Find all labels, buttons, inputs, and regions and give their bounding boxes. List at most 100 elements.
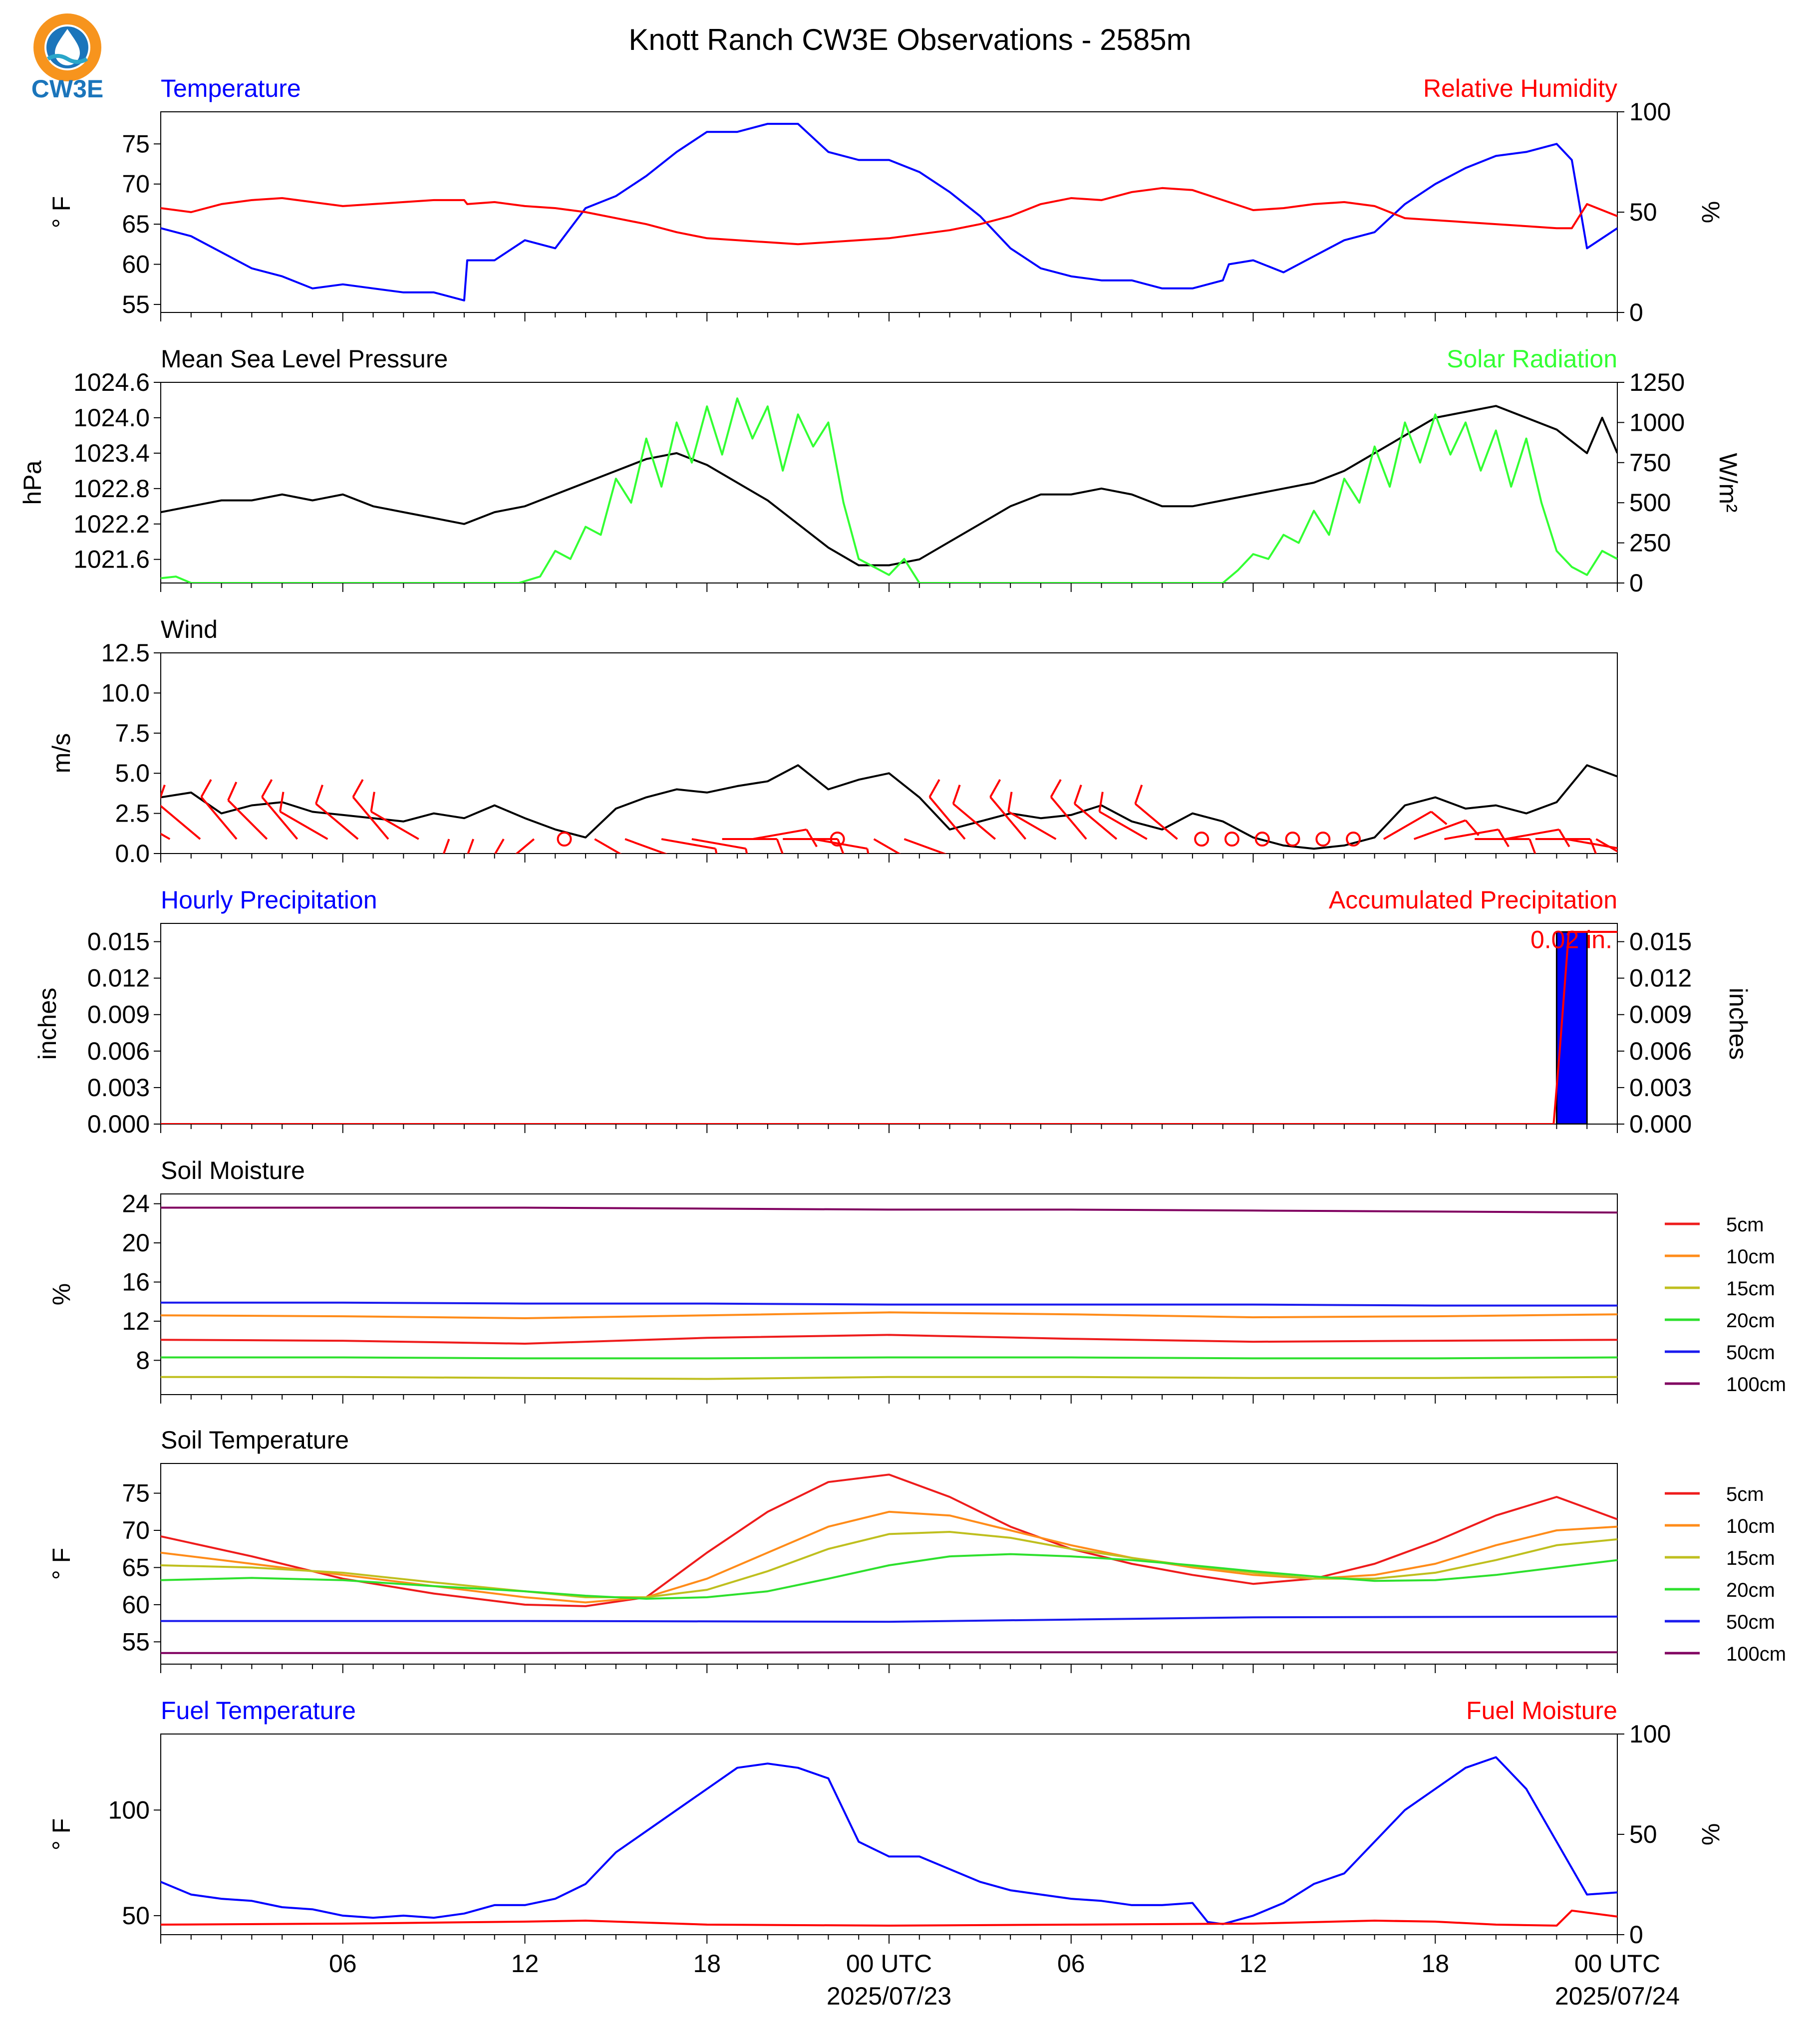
wind-barb-flag (676, 858, 677, 878)
wind-barb-flag (314, 784, 323, 805)
y-tick-label: 50 (122, 1902, 150, 1930)
x-tick-label: 00 UTC (1574, 1950, 1660, 1978)
legend-label-20cm: 20cm (1726, 1579, 1775, 1601)
y-right-axis-label: W/m² (1714, 453, 1742, 512)
y-tick-label: 55 (122, 290, 150, 318)
y-tick-label: 5.0 (115, 759, 150, 787)
x-tick-label: 06 (1057, 1950, 1085, 1978)
legend-label-100cm: 100cm (1726, 1643, 1786, 1665)
wind-barb-flag (1098, 792, 1104, 812)
y-axis-label: ° F (47, 196, 75, 228)
wind-barb-shaft (467, 839, 475, 854)
y-tick-label: 0.000 (87, 1110, 150, 1138)
panel-soil_moisture: Soil Moisture 8 12 16 20 24% 5cm 10cm 15cm 20cm 50… (47, 1157, 1786, 1404)
wind-barb-flag (370, 792, 375, 812)
x-date-label: 2025/07/24 (1555, 1982, 1680, 2010)
y-right-axis-label: % (1697, 1823, 1725, 1845)
panel-frame (160, 652, 1618, 854)
x-date-label: 2025/07/23 (827, 1982, 951, 2010)
y-axis-label: ° F (47, 1548, 75, 1580)
wind-barb-shaft (515, 838, 535, 854)
wind-barb-shaft (161, 805, 201, 840)
wind-barb-shaft (624, 838, 668, 854)
wind-barb-calm (557, 832, 572, 847)
series-mean-sea-level-pressure (161, 405, 1617, 567)
legend-label-5cm: 5cm (1726, 1214, 1764, 1236)
y-right-axis-label: % (1697, 201, 1725, 223)
legend-label-50cm: 50cm (1726, 1342, 1775, 1364)
wind-barb-shaft (442, 839, 450, 854)
series-10cm (161, 1510, 1617, 1604)
wind-barb-calm (1346, 832, 1361, 847)
legend-label-15cm: 15cm (1726, 1547, 1775, 1569)
wind-barb-flag (837, 839, 845, 854)
x-tick-label: 18 (1421, 1950, 1449, 1978)
wind-barb-flag (1620, 849, 1623, 868)
wind-barb-flag (435, 890, 455, 891)
wind-barb-shaft (315, 803, 359, 840)
y-right-tick-label: 0 (1629, 1921, 1643, 1949)
wind-barb-calm (1315, 832, 1331, 847)
wind-barb-shaft (1383, 811, 1432, 840)
cw3e-logo: CW3E (31, 13, 103, 103)
wind-barb-calm (1224, 832, 1239, 847)
series-wind (161, 764, 1617, 850)
wind-barb-flag (261, 779, 273, 798)
y-tick-label: 70 (122, 170, 150, 198)
y-axis-label: inches (33, 988, 61, 1060)
y-right-tick-label: 0.000 (1629, 1110, 1692, 1138)
wind-barb-shaft (352, 796, 389, 840)
y-right-tick-label: 0.009 (1629, 1001, 1692, 1029)
wind-barb-calm (1194, 832, 1210, 847)
panel-temp_rh: Temperature Relative Humidity 55 60 65 70 75 ° … (47, 74, 1725, 326)
wind-barb-flag (745, 848, 748, 854)
wind-barb-shaft (594, 838, 622, 854)
logo-wave-icon (46, 54, 88, 64)
y-axis-label: m/s (47, 733, 75, 774)
wind-barb-shaft (752, 828, 807, 841)
precip-total-label: 0.02 in. (1530, 926, 1612, 954)
figure-title: Knott Ranch CW3E Observations - 2585m (628, 23, 1191, 56)
wind-barb-flag (1640, 867, 1643, 886)
wind-barb-flag (352, 779, 364, 798)
y-right-tick-label: 50 (1629, 198, 1657, 226)
panel-frame (160, 1734, 1618, 1935)
y-tick-label: 55 (122, 1628, 150, 1656)
y-tick-label: 10.0 (101, 679, 150, 707)
y-tick-label: 2.5 (115, 800, 150, 828)
wind-barb-shaft (661, 838, 716, 850)
panel-precip: Hourly Precipitation Accumulated Precipit… (33, 886, 1752, 1138)
wind-barb-shaft (227, 799, 268, 840)
chart-panels: Temperature Relative Humidity 55 60 65 70 75 ° … (18, 74, 1786, 1949)
legend-label-5cm: 5cm (1726, 1483, 1764, 1505)
wind-barb-flag (714, 848, 718, 854)
panel-left-title: Wind (161, 615, 218, 643)
wind-barb-flag (989, 779, 1001, 798)
panel-frame (160, 923, 1618, 1125)
panel-fuel: Fuel Temperature Fuel Moisture 50 100 ° F 0 50… (47, 1697, 1725, 1949)
wind-barb-flag (866, 848, 870, 854)
y-right-tick-label: 500 (1629, 489, 1671, 517)
wind-barb-shaft (928, 796, 966, 840)
series-5cm (161, 1473, 1617, 1607)
series-temperature (161, 123, 1617, 301)
series-100cm (161, 1206, 1617, 1214)
accumulated-precip-line (161, 931, 1617, 1124)
wind-barb-flag (1134, 784, 1143, 805)
wind-barb-flag (1007, 792, 1013, 812)
plot-area (161, 931, 1617, 1124)
series-5cm (161, 1334, 1617, 1345)
y-tick-label: 65 (122, 210, 150, 238)
panel-wind: Wind 0.0 2.5 5.0 7.5 10.0 12.5 m/s (47, 615, 1643, 891)
y-tick-label: 65 (122, 1553, 150, 1581)
y-tick-label: 75 (122, 130, 150, 158)
y-tick-label: 0.006 (87, 1037, 150, 1065)
panel-frame (160, 1463, 1618, 1665)
plot-area (161, 1473, 1617, 1654)
wind-barb-shaft (1134, 803, 1178, 840)
plot-area (161, 1206, 1617, 1380)
wind-barb-shaft (370, 811, 419, 840)
y-right-tick-label: 0.015 (1629, 928, 1692, 956)
wind-barb-flag (200, 779, 212, 798)
y-right-tick-label: 0 (1629, 569, 1643, 597)
